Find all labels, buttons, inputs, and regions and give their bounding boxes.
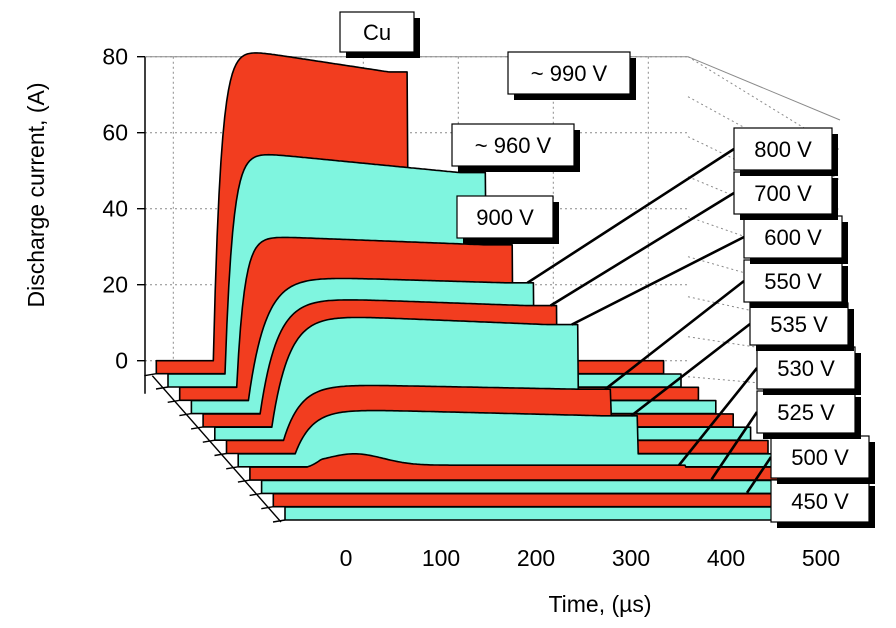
series-labels: Cu 450 V 500 V 525 V 530 V 535 V 550 V 600 V 700… (339, 11, 875, 528)
chart-title-box (339, 11, 415, 53)
series-label-600v-text: 600 V (764, 225, 822, 250)
depth-axis-tick (202, 439, 215, 443)
series-label-530v: 530 V (756, 346, 861, 395)
series-slice-450v (284, 506, 856, 521)
series-label-960v: ~ 960 V (451, 123, 580, 172)
y-tick-label: 60 (102, 120, 128, 146)
x-tick-label: 500 (802, 545, 840, 571)
depth-axis-tick (249, 492, 262, 497)
series-label-700v: 700 V (733, 171, 838, 220)
series-label-500v-leader (745, 456, 773, 494)
y-tick-label: 40 (102, 196, 128, 222)
series-label-500v: 500 V (770, 435, 875, 484)
series-label-900v-text: 900 V (476, 205, 534, 230)
series-label-800v-text: 800 V (754, 137, 812, 162)
series-label-990v-box (507, 51, 631, 95)
series-slices (144, 52, 856, 523)
x-tick-label: 200 (517, 545, 555, 571)
depth-axis-tick (272, 519, 286, 523)
x-axis-title: Time, (µs) (548, 591, 651, 617)
series-label-550v-box (743, 259, 843, 303)
depth-axis-tick (190, 426, 204, 430)
series-label-450v: 450 V (770, 479, 875, 528)
series-label-525v-text: 525 V (777, 400, 835, 425)
y-tick-label: 80 (102, 44, 128, 70)
series-slice-525v (260, 479, 821, 495)
series-slice-530v (249, 453, 804, 481)
series-label-535v-leader (630, 322, 751, 417)
chart-title-text: Cu (363, 20, 391, 45)
series-label-600v-leader (571, 235, 745, 326)
series-label-700v-leader (549, 191, 735, 307)
series-label-530v-text: 530 V (777, 356, 835, 381)
side-wall-ray (687, 296, 841, 331)
series-label-900v: 900 V (456, 195, 559, 244)
x-tick-label: 400 (707, 545, 745, 571)
x-tick-label: 100 (422, 545, 460, 571)
series-label-800v-box (733, 127, 833, 171)
series-label-960v-text: ~ 960 V (475, 133, 552, 158)
series-label-800v-leader (526, 147, 735, 284)
depth-axis-tick (226, 466, 239, 470)
series-label-990v-text: ~ 990 V (531, 61, 608, 86)
y-tick-label: 20 (102, 272, 128, 298)
series-slice-500v (272, 492, 839, 508)
series-label-525v-box (756, 390, 856, 434)
y-axis-title: Discharge current, (A) (23, 83, 49, 308)
series-label-450v-text: 450 V (791, 489, 849, 514)
series-label-530v-box (756, 346, 856, 390)
series-label-500v-text: 500 V (791, 445, 849, 470)
depth-axis-tick (179, 412, 192, 417)
series-label-600v: 600 V (743, 215, 848, 264)
x-tick-label: 300 (612, 545, 650, 571)
series-label-535v-text: 535 V (770, 312, 828, 337)
depth-axis-tick (167, 399, 180, 403)
leader-lines (526, 147, 784, 508)
series-slice-535v (237, 409, 787, 468)
axes: 0 20 40 60 80 0 100 200 300 400 500 Time, (µs) Disch… (23, 44, 840, 617)
y-tick-label: 0 (115, 348, 128, 374)
series-label-525v-leader (710, 411, 759, 481)
series-label-600v-box (743, 215, 843, 259)
series-label-550v-leader (604, 279, 745, 391)
depth-axis-tick (144, 373, 157, 377)
depth-axis-tick (237, 479, 251, 483)
series-label-550v-text: 550 V (764, 269, 822, 294)
series-label-535v-box (749, 302, 849, 346)
series-label-700v-text: 700 V (754, 181, 812, 206)
series-label-550v: 550 V (743, 259, 848, 308)
series-label-530v-leader (677, 367, 759, 467)
series-label-900v-box (456, 195, 554, 239)
x-tick-label: 0 (340, 545, 353, 571)
depth-axis-line (151, 375, 282, 523)
series-label-450v-box (770, 479, 870, 523)
series-label-960v-box (451, 123, 575, 167)
chart-title: Cu (339, 11, 420, 58)
depth-axis-tick (214, 452, 227, 457)
side-wall-top (687, 56, 841, 121)
depth-axis-tick (261, 506, 274, 510)
depth-axis-tick (155, 386, 169, 390)
series-label-800v: 800 V (733, 127, 838, 176)
series-label-525v: 525 V (756, 390, 861, 439)
series-label-990v: ~ 990 V (507, 51, 636, 100)
series-label-535v: 535 V (749, 302, 854, 351)
